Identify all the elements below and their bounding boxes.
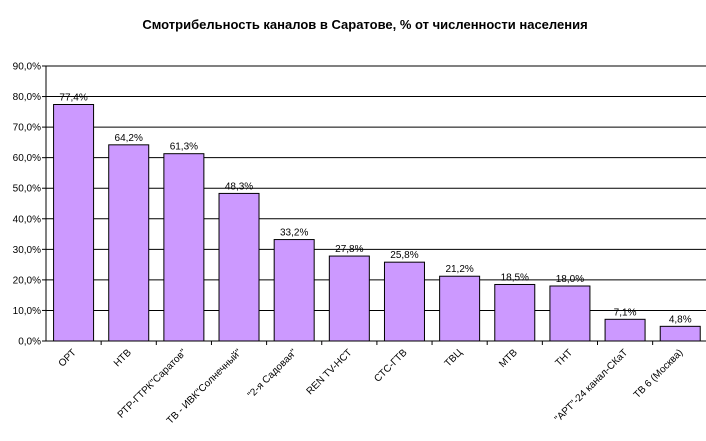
y-tick-label: 70,0% — [13, 123, 41, 134]
data-label: 33,2% — [280, 228, 308, 239]
bar — [659, 325, 701, 342]
y-tick-label: 60,0% — [13, 153, 41, 164]
chart-title: Смотрибельность каналов в Саратове, % от… — [142, 17, 588, 32]
x-tick-label: МТВ — [497, 347, 520, 370]
data-label: 64,2% — [115, 133, 143, 144]
data-label: 61,3% — [170, 142, 198, 153]
bar — [53, 104, 95, 342]
data-label: 7,1% — [614, 307, 637, 318]
data-label: 18,0% — [556, 274, 584, 285]
x-tick-label: "2-я Садовая" — [246, 347, 300, 401]
x-tick-label: ТВЦ — [443, 347, 465, 369]
bar — [218, 192, 260, 342]
bar — [604, 318, 646, 342]
x-tick-label: REN TV-НСТ — [305, 347, 355, 397]
y-tick-label: 50,0% — [13, 184, 41, 195]
data-label: 21,2% — [445, 264, 473, 275]
x-tick-label: НТВ — [112, 347, 134, 369]
bar — [383, 261, 425, 342]
bar — [273, 239, 315, 342]
data-label: 25,8% — [390, 250, 418, 261]
bar — [439, 275, 481, 342]
y-tick-label: 0,0% — [18, 337, 41, 348]
bar — [494, 283, 536, 342]
y-tick-label: 40,0% — [13, 214, 41, 225]
bar — [549, 285, 591, 342]
data-label: 27,8% — [335, 244, 363, 255]
bar — [328, 255, 370, 342]
data-label: 18,5% — [501, 272, 529, 283]
y-tick-label: 90,0% — [13, 62, 41, 73]
y-tick-label: 80,0% — [13, 92, 41, 103]
data-label: 4,8% — [669, 314, 692, 325]
data-label: 48,3% — [225, 181, 253, 192]
x-tick-label: СТС-ГТВ — [372, 347, 410, 385]
y-tick-label: 20,0% — [13, 275, 41, 286]
data-label: 77,4% — [59, 93, 87, 104]
y-tick-label: 10,0% — [13, 306, 41, 317]
x-tick-label: ТНТ — [554, 347, 576, 369]
x-tick-label: ОРТ — [57, 347, 79, 369]
x-tick-label: ТВ 6 (Москва) — [632, 347, 686, 401]
bar — [163, 153, 205, 342]
bar — [108, 144, 150, 342]
y-tick-label: 30,0% — [13, 245, 41, 256]
